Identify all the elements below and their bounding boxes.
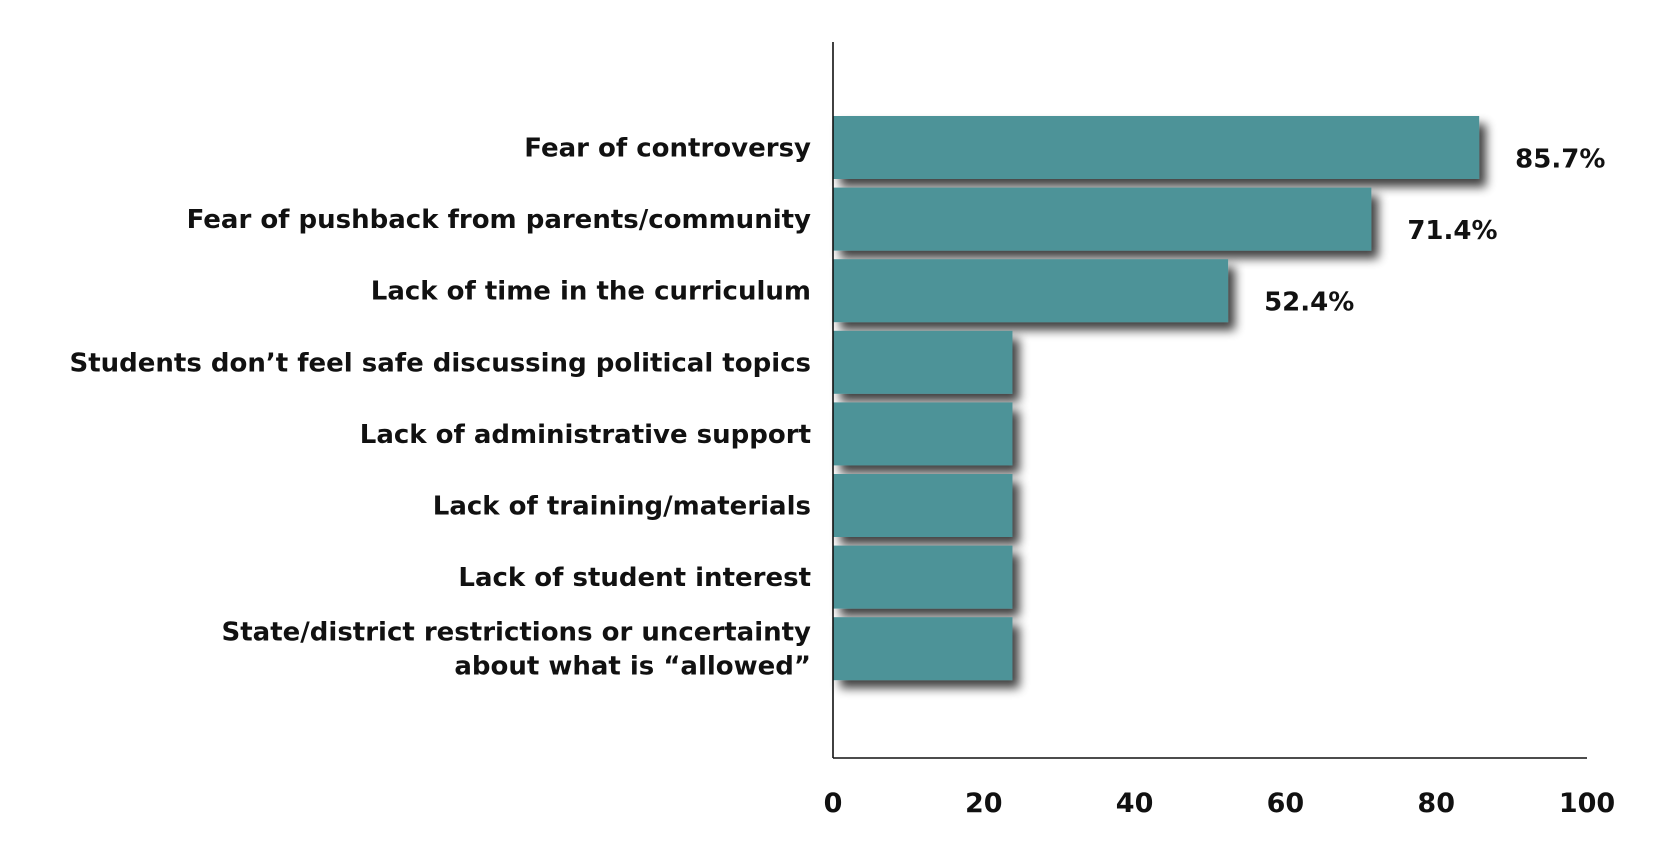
- category-label-line: Lack of time in the curriculum: [371, 277, 811, 307]
- x-tick-label-80: 80: [1417, 788, 1455, 819]
- bar-6: [833, 474, 1013, 537]
- bar-2: [833, 187, 1372, 251]
- category-label-3: Lack of time in the curriculum: [371, 277, 811, 307]
- category-label-5: Lack of administrative support: [360, 420, 811, 450]
- category-label-line: Lack of student interest: [458, 563, 811, 593]
- category-label-line: Students don’t feel safe discussing poli…: [70, 348, 812, 378]
- x-tick-label-60: 60: [1267, 788, 1305, 819]
- x-tick-label-40: 40: [1116, 788, 1154, 819]
- category-label-line: Fear of pushback from parents/community: [187, 205, 811, 235]
- x-tick-label-100: 100: [1559, 788, 1615, 819]
- bar-4: [833, 330, 1013, 394]
- x-tick-label-0: 0: [824, 788, 843, 819]
- category-label-line: Fear of controversy: [524, 134, 811, 164]
- bars-layer: [833, 116, 1480, 681]
- category-label-line: State/district restrictions or uncertain…: [222, 618, 812, 648]
- category-label-4: Students don’t feel safe discussing poli…: [70, 348, 812, 378]
- category-label-line: Lack of administrative support: [360, 420, 811, 450]
- category-label-line: Lack of training/materials: [433, 492, 811, 522]
- bar-value-label-3: 52.4%: [1264, 288, 1354, 318]
- bar-5: [833, 402, 1013, 466]
- bar-value-label-2: 71.4%: [1407, 216, 1497, 246]
- bar-value-label-1: 85.7%: [1515, 145, 1605, 175]
- category-label-2: Fear of pushback from parents/community: [187, 205, 811, 235]
- bar-1: [833, 116, 1480, 179]
- bar-8: [833, 617, 1013, 681]
- category-label-8: State/district restrictions or uncertain…: [222, 618, 812, 682]
- labels-layer: 85.7% Fear of controversy 71.4% Fear of pus…: [70, 134, 1606, 682]
- bar-7: [833, 545, 1013, 609]
- category-label-1: Fear of controversy: [524, 134, 811, 164]
- axes-layer: 0 20 40 60 80 100: [824, 42, 1615, 819]
- category-label-line: about what is “allowed”: [454, 652, 811, 682]
- bar-3: [833, 259, 1229, 323]
- category-label-7: Lack of student interest: [458, 563, 811, 593]
- x-tick-label-20: 20: [965, 788, 1003, 819]
- category-label-6: Lack of training/materials: [433, 492, 811, 522]
